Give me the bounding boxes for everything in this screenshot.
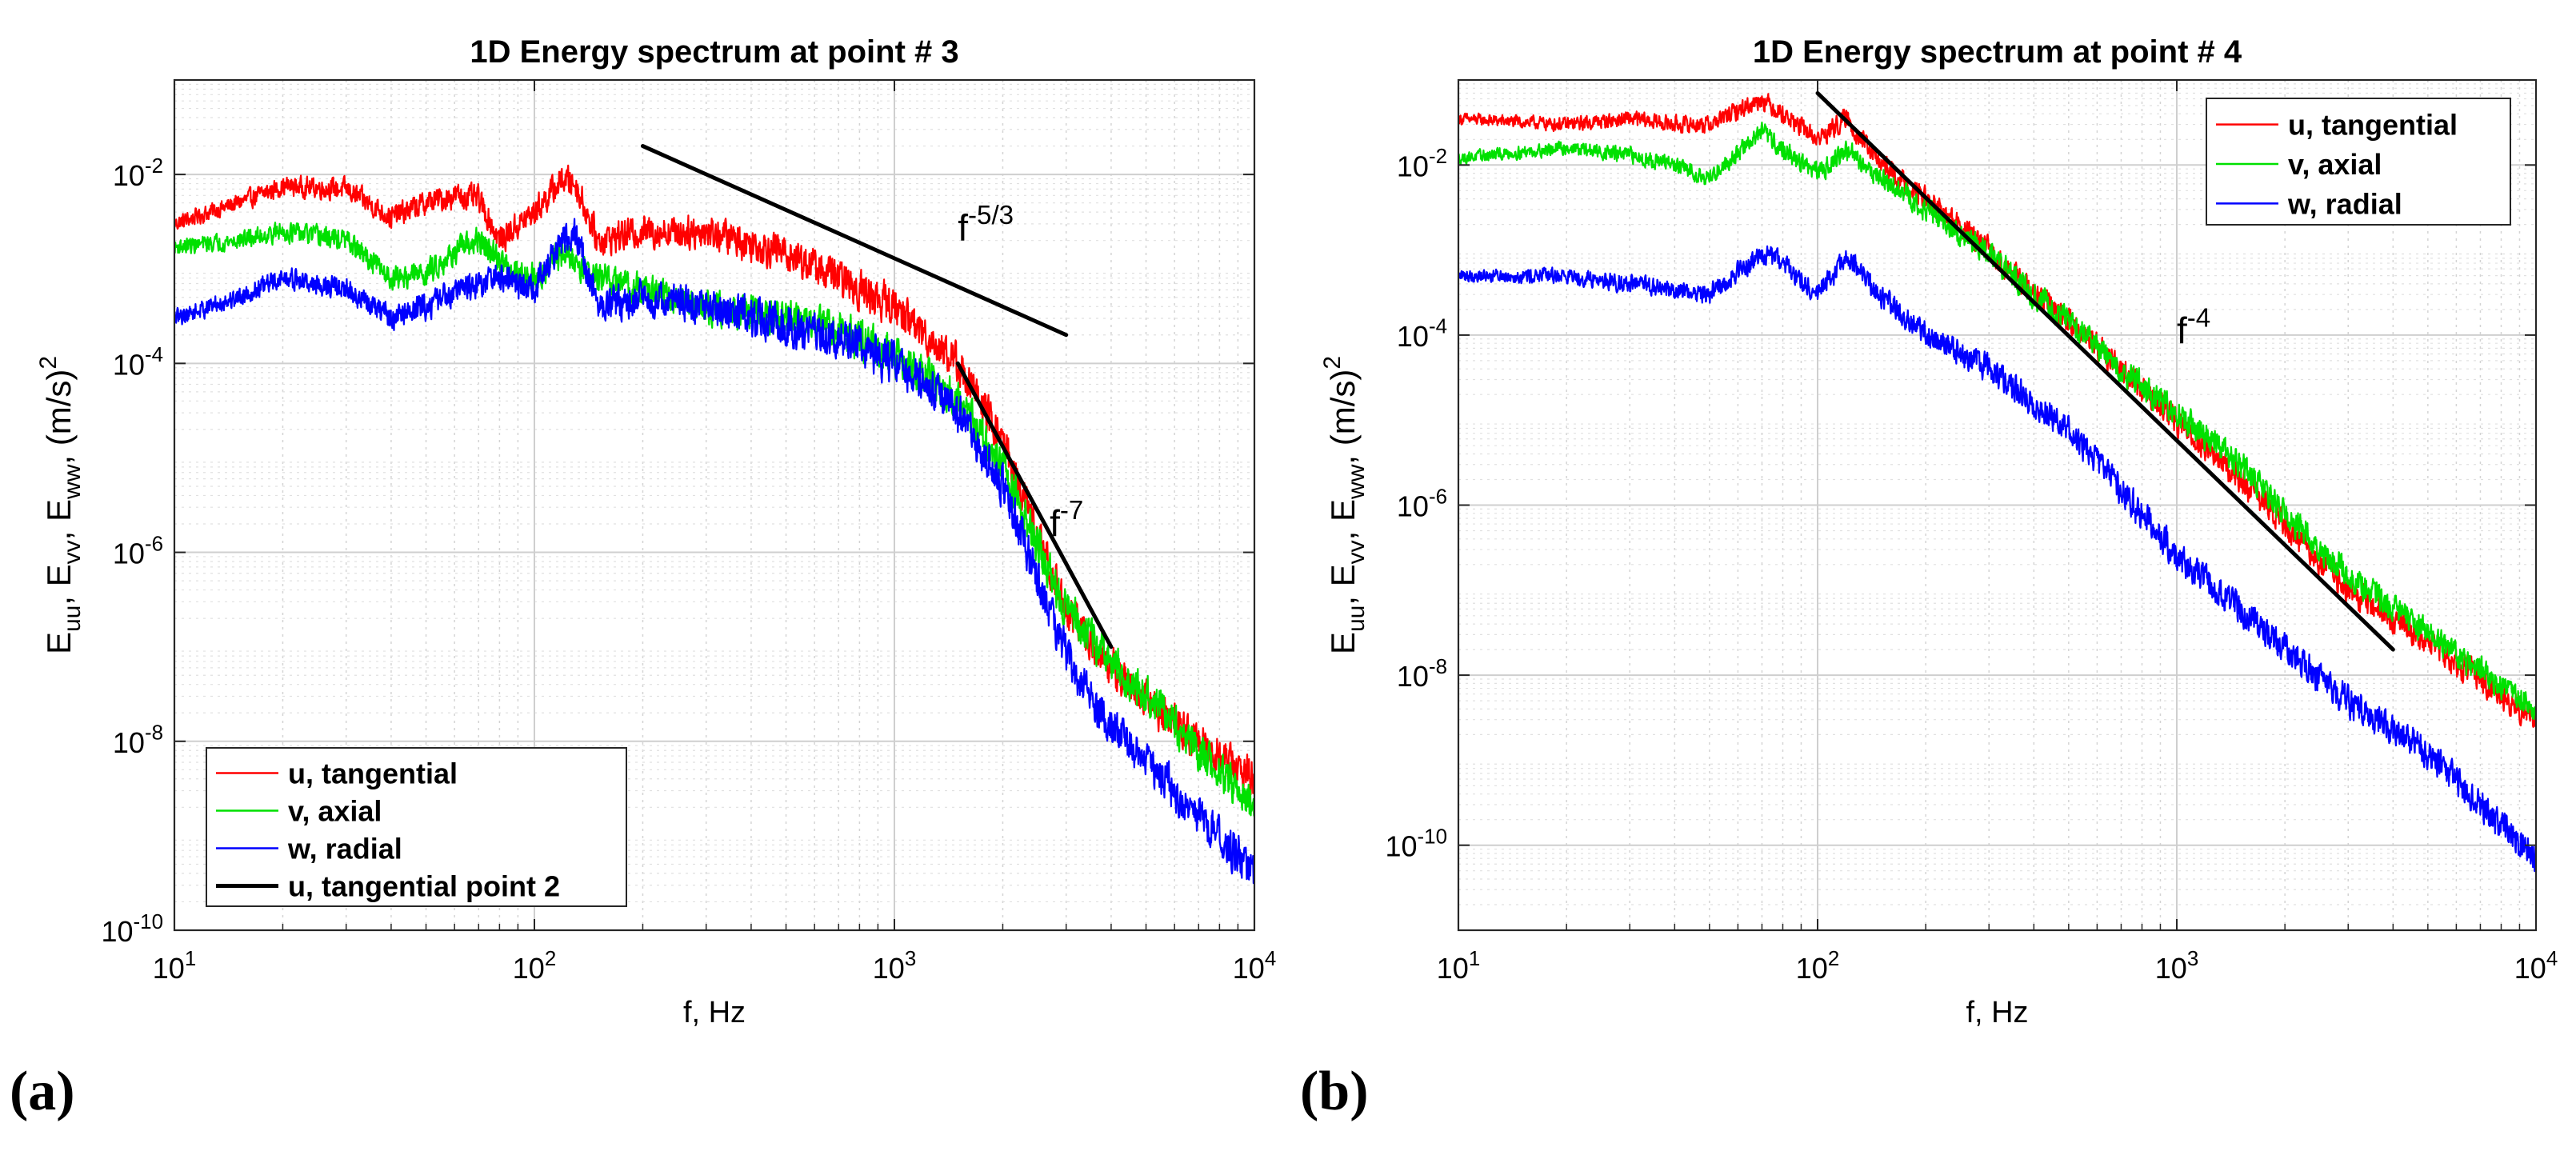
chart-b: f-4 101 102 103 104 10-10 10-8 10-6 10-4 10-2 1D E… — [1319, 34, 2558, 1029]
x-axis-label: f, Hz — [1966, 996, 2028, 1029]
panel-label-a: (a) — [10, 1061, 75, 1122]
y-tick-label: 10-6 — [1397, 486, 1447, 522]
x-tick-label: 104 — [1233, 948, 1276, 985]
slope-annotation: f-5/3 — [958, 201, 1014, 249]
x-axis-label: f, Hz — [683, 996, 746, 1029]
chart-a: f-5/3 f-7 101 102 103 104 10-10 10-8 10-6 10-4 10-… — [35, 34, 1276, 1029]
legend: u, tangential v, axial w, radial u, tangent… — [206, 747, 627, 907]
chart-title: 1D Energy spectrum at point # 4 — [1753, 34, 2242, 70]
y-tick-label: 10-4 — [1397, 316, 1447, 353]
legend-label: u, tangential point 2 — [288, 870, 560, 903]
slope-annotation: f-4 — [2177, 304, 2210, 352]
y-tick-label: 10-6 — [113, 533, 163, 570]
series-group — [1458, 93, 2536, 873]
y-tick-label: 10-8 — [113, 722, 163, 759]
legend-label: u, tangential — [288, 757, 458, 790]
series-line-v — [174, 222, 1254, 817]
grid — [1458, 80, 2536, 930]
y-axis-label: Euu, Evv, Eww, (m/s)2 — [35, 356, 86, 654]
y-tick-label: 10-8 — [1397, 656, 1447, 693]
legend-box — [206, 747, 627, 907]
legend-label: w, radial — [2287, 187, 2402, 220]
chart-title: 1D Energy spectrum at point # 3 — [470, 34, 958, 70]
legend-label: v, axial — [288, 795, 382, 828]
y-tick-label: 10-4 — [113, 344, 163, 381]
axes-box — [173, 78, 1256, 932]
legend-label: v, axial — [2288, 148, 2382, 181]
y-axis-label: Euu, Evv, Eww, (m/s)2 — [1319, 356, 1370, 654]
reference-slope-line — [955, 361, 1114, 649]
series-group — [174, 164, 1254, 885]
y-tick-label: 10-10 — [102, 911, 164, 948]
legend-label: u, tangential — [2288, 109, 2458, 142]
x-tick-label: 102 — [513, 948, 556, 985]
legend-label: w, radial — [287, 833, 402, 865]
y-tick-label: 10-10 — [1386, 826, 1448, 863]
x-tick-label: 101 — [1437, 948, 1480, 985]
panel-label-b: (b) — [1300, 1061, 1369, 1122]
x-tick-label: 103 — [2155, 948, 2198, 985]
x-tick-label: 104 — [2514, 948, 2558, 985]
series-line-v — [1458, 122, 2536, 721]
x-tick-label: 101 — [153, 948, 196, 985]
x-tick-label: 102 — [1796, 948, 1839, 985]
slope-annotation: f-7 — [1050, 496, 1083, 544]
reference-slope-line — [640, 144, 1069, 338]
reference-slope-line — [1815, 90, 2395, 652]
legend: u, tangential v, axial w, radial — [2206, 98, 2511, 226]
y-tick-label: 10-2 — [113, 155, 163, 192]
y-tick-label: 10-2 — [1397, 146, 1447, 182]
series-line-w — [1458, 245, 2536, 873]
x-tick-label: 103 — [873, 948, 916, 985]
series-line-w — [174, 218, 1254, 885]
